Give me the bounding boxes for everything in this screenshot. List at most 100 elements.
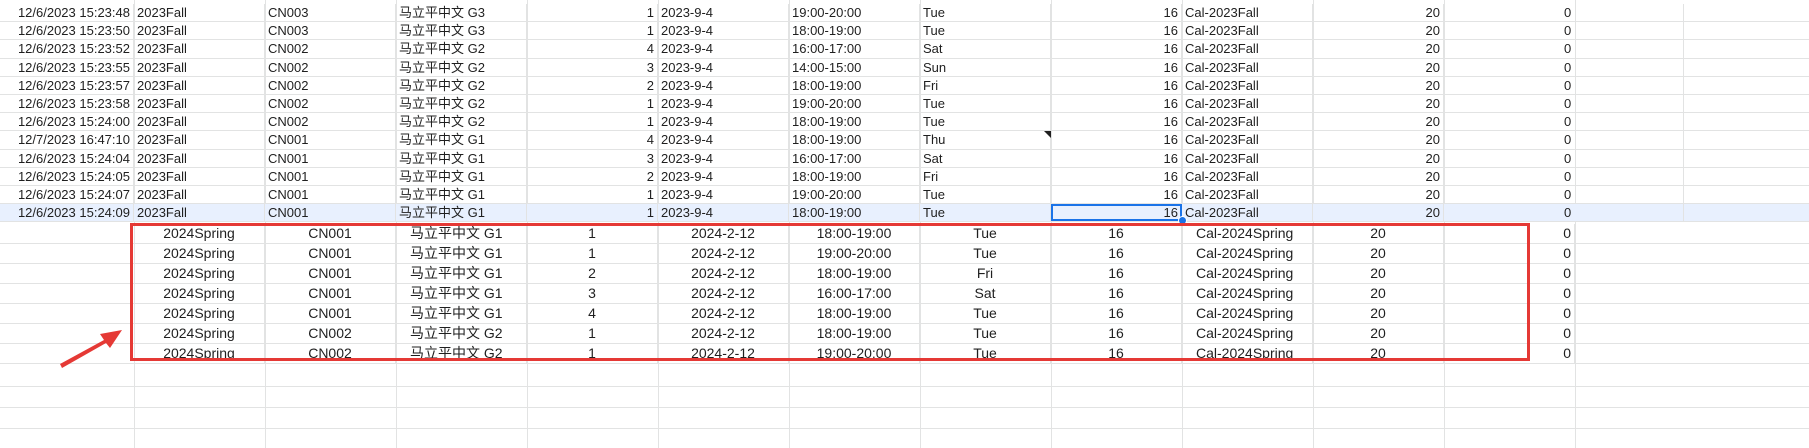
cell-capacity[interactable]: 20 [1313,344,1444,363]
cell-weekday[interactable]: Fri [920,167,1051,185]
cell-time[interactable]: 19:00-20:00 [789,344,920,363]
cell-capacity[interactable]: 20 [1313,167,1444,185]
cell-course-code[interactable]: CN001 [265,264,396,283]
cell-capacity[interactable]: 20 [1313,264,1444,283]
cell-start-date[interactable]: 2024-2-12 [658,244,789,263]
cell-time[interactable]: 18:00-19:00 [789,113,920,131]
cell-time[interactable]: 16:00-17:00 [789,284,920,303]
cell-calendar[interactable]: Cal-2024Spring [1182,284,1313,303]
cell-start-date[interactable]: 2024-2-12 [658,264,789,283]
cell-timestamp[interactable]: 12/6/2023 15:23:50 [0,22,134,40]
cell-start-date[interactable]: 2023-9-4 [658,76,789,94]
cell-weekday[interactable]: Fri [920,264,1051,283]
cell-start-date[interactable]: 2023-9-4 [658,58,789,76]
cell-course-code[interactable]: CN002 [265,58,396,76]
fill-handle[interactable] [1178,216,1187,225]
cell-capacity[interactable]: 20 [1313,284,1444,303]
cell-enrolled[interactable]: 0 [1444,304,1575,323]
cell-course-code[interactable]: CN002 [265,113,396,131]
cell-term[interactable]: 2023Fall [134,40,265,58]
cell-enrolled[interactable]: 0 [1444,76,1684,94]
cell-capacity[interactable]: 20 [1313,304,1444,323]
cell-capacity[interactable]: 20 [1313,95,1444,113]
cell-start-date[interactable]: 2023-9-4 [658,22,789,40]
cell-weekday[interactable]: Tue [920,344,1051,363]
cell-course-name[interactable]: 马立平中文 G1 [396,167,527,185]
cell-time[interactable]: 18:00-19:00 [789,167,920,185]
cell-weeks[interactable]: 16 [1051,149,1182,167]
cell-course-name[interactable]: 马立平中文 G1 [396,304,527,323]
cell-weekday[interactable]: Sat [920,40,1051,58]
cell-enrolled[interactable]: 0 [1444,4,1684,22]
cell-timestamp[interactable]: 12/6/2023 15:23:48 [0,4,134,22]
cell-time[interactable]: 16:00-17:00 [789,40,920,58]
cell-weeks[interactable]: 16 [1051,22,1182,40]
cell-capacity[interactable]: 20 [1313,186,1444,204]
cell-capacity[interactable]: 20 [1313,204,1444,222]
cell-term[interactable]: 2023Fall [134,95,265,113]
cell-course-name[interactable]: 马立平中文 G1 [396,224,527,243]
cell-enrolled[interactable]: 0 [1444,40,1684,58]
cell-calendar[interactable]: Cal-2023Fall [1182,204,1313,222]
cell-enrolled[interactable]: 0 [1444,344,1575,363]
cell-section[interactable]: 2 [527,76,658,94]
cell-weeks[interactable]: 16 [1051,344,1182,363]
cell-time[interactable]: 18:00-19:00 [789,304,920,323]
cell-term[interactable]: 2023Fall [134,186,265,204]
cell-time[interactable]: 19:00-20:00 [789,244,920,263]
cell-term[interactable]: 2023Fall [134,131,265,149]
cell-course-name[interactable]: 马立平中文 G1 [396,186,527,204]
cell-enrolled[interactable]: 0 [1444,324,1575,343]
cell-course-name[interactable]: 马立平中文 G2 [396,344,527,363]
cell-capacity[interactable]: 20 [1313,22,1444,40]
cell-weeks[interactable]: 16 [1051,304,1182,323]
cell-enrolled[interactable]: 0 [1444,58,1684,76]
cell-calendar[interactable]: Cal-2023Fall [1182,167,1313,185]
cell-capacity[interactable]: 20 [1313,76,1444,94]
cell-time[interactable]: 19:00-20:00 [789,4,920,22]
selected-cell[interactable]: 16 [1051,204,1182,222]
cell-section[interactable]: 3 [527,284,658,303]
cell-calendar[interactable]: Cal-2023Fall [1182,113,1313,131]
cell-capacity[interactable]: 20 [1313,40,1444,58]
cell-term[interactable]: 2024Spring [134,264,265,283]
cell-course-name[interactable]: 马立平中文 G2 [396,95,527,113]
cell-capacity[interactable]: 20 [1313,244,1444,263]
cell-section[interactable]: 1 [527,22,658,40]
cell-course-code[interactable]: CN002 [265,76,396,94]
cell-weeks[interactable]: 16 [1051,244,1182,263]
cell-start-date[interactable]: 2024-2-12 [658,344,789,363]
cell-time[interactable]: 19:00-20:00 [789,186,920,204]
cell-term[interactable]: 2023Fall [134,204,265,222]
cell-course-name[interactable]: 马立平中文 G1 [396,284,527,303]
cell-weeks[interactable]: 16 [1051,131,1182,149]
cell-calendar[interactable]: Cal-2023Fall [1182,58,1313,76]
cell-enrolled[interactable]: 0 [1444,95,1684,113]
cell-weeks[interactable]: 16 [1051,264,1182,283]
cell-course-code[interactable]: CN001 [265,224,396,243]
cell-enrolled[interactable]: 0 [1444,284,1575,303]
cell-weekday[interactable]: Tue [920,224,1051,243]
cell-weekday[interactable]: Tue [920,4,1051,22]
cell-weekday[interactable]: Sun [920,58,1051,76]
cell-course-name[interactable]: 马立平中文 G2 [396,76,527,94]
cell-section[interactable]: 2 [527,167,658,185]
cell-enrolled[interactable]: 0 [1444,186,1684,204]
cell-capacity[interactable]: 20 [1313,149,1444,167]
cell-course-name[interactable]: 马立平中文 G3 [396,4,527,22]
cell-enrolled[interactable]: 0 [1444,113,1684,131]
cell-timestamp[interactable]: 12/6/2023 15:24:05 [0,167,134,185]
cell-course-code[interactable]: CN003 [265,22,396,40]
cell-capacity[interactable]: 20 [1313,131,1444,149]
cell-calendar[interactable]: Cal-2023Fall [1182,149,1313,167]
cell-start-date[interactable]: 2024-2-12 [658,304,789,323]
cell-timestamp[interactable]: 12/6/2023 15:24:04 [0,149,134,167]
cell-time[interactable]: 18:00-19:00 [789,76,920,94]
cell-start-date[interactable]: 2024-2-12 [658,324,789,343]
cell-section[interactable]: 1 [527,324,658,343]
cell-enrolled[interactable]: 0 [1444,22,1684,40]
cell-calendar[interactable]: Cal-2024Spring [1182,324,1313,343]
cell-timestamp[interactable]: 12/6/2023 15:24:07 [0,186,134,204]
cell-term[interactable]: 2023Fall [134,22,265,40]
